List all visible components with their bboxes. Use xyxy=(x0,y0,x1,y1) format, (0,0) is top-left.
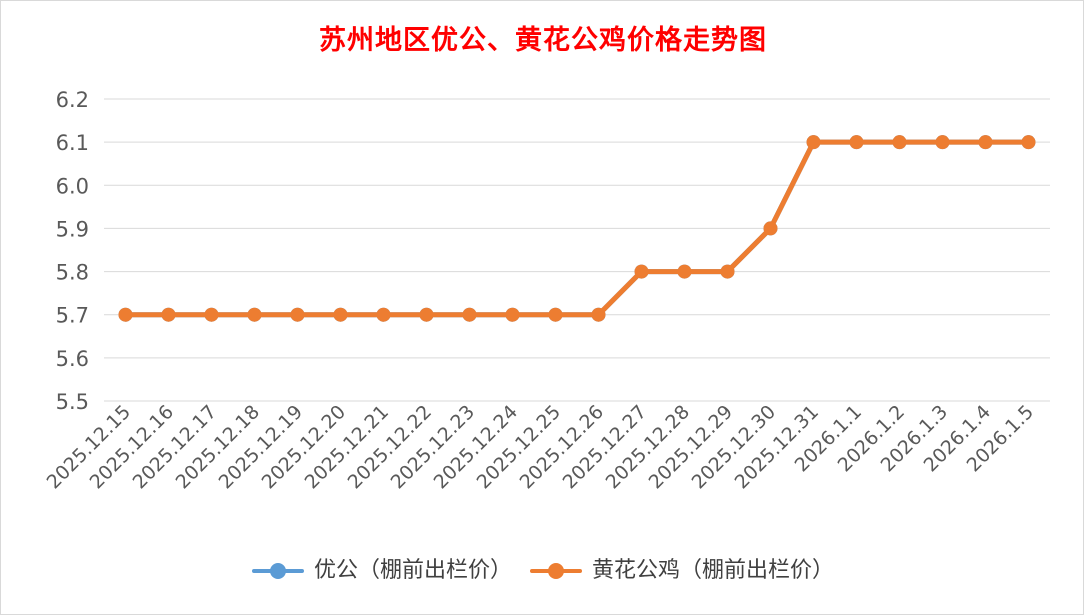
data-point xyxy=(806,135,821,150)
data-point xyxy=(548,307,563,322)
y-tick-label: 6.0 xyxy=(56,174,89,198)
data-point xyxy=(677,264,692,279)
series-line xyxy=(123,139,1031,318)
data-point xyxy=(978,135,993,150)
series-lines xyxy=(118,135,1036,322)
data-point xyxy=(118,307,133,322)
y-tick-label: 5.5 xyxy=(56,390,89,414)
data-point xyxy=(720,264,735,279)
y-tick-label: 6.1 xyxy=(56,131,89,155)
data-point xyxy=(333,307,348,322)
legend-swatch-icon xyxy=(251,561,304,581)
chart-title: 苏州地区优公、黄花公鸡价格走势图 xyxy=(319,25,767,56)
data-point xyxy=(763,221,778,236)
data-point xyxy=(849,135,864,150)
data-point xyxy=(591,307,606,322)
y-tick-label: 5.7 xyxy=(56,304,89,328)
legend-item: 优公（棚前出栏价） xyxy=(251,553,512,589)
data-point xyxy=(462,307,477,322)
y-tick-label: 5.9 xyxy=(56,217,89,241)
y-tick-label: 5.8 xyxy=(56,261,89,285)
y-tick-label: 6.2 xyxy=(56,88,89,112)
data-point xyxy=(935,135,950,150)
data-point xyxy=(290,307,305,322)
legend-label: 优公（棚前出栏价） xyxy=(313,558,512,583)
data-point xyxy=(892,135,907,150)
legend-swatch-icon xyxy=(530,561,582,581)
legend-label: 黄花公鸡（棚前出栏价） xyxy=(592,558,835,583)
x-axis-ticks: 2025.12.152025.12.162025.12.172025.12.18… xyxy=(43,401,1038,493)
series-2 xyxy=(118,135,1036,322)
data-point xyxy=(634,264,649,279)
data-point xyxy=(161,307,176,322)
data-point xyxy=(247,307,262,322)
data-point xyxy=(1021,135,1036,150)
data-point xyxy=(419,307,434,322)
legend: 优公（棚前出栏价） 黄花公鸡（棚前出栏价） xyxy=(1,553,1084,589)
data-point xyxy=(505,307,520,322)
y-tick-label: 5.6 xyxy=(56,347,89,371)
y-axis-ticks: 5.5 5.6 5.7 5.8 5.9 6.0 6.1 6.2 xyxy=(56,88,89,414)
data-point xyxy=(204,307,219,322)
legend-item: 黄花公鸡（棚前出栏价） xyxy=(530,553,834,589)
data-point xyxy=(376,307,391,322)
